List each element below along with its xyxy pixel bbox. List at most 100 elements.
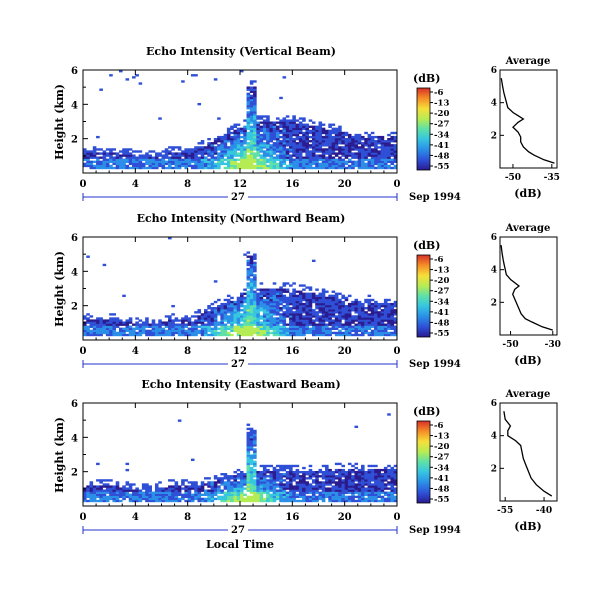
echo-cell — [125, 483, 130, 486]
echo-cell — [246, 309, 251, 312]
echo-cell — [315, 483, 319, 486]
echo-cell — [344, 142, 349, 145]
echo-cell — [315, 325, 319, 328]
echo-cell — [249, 485, 254, 488]
echo-cell — [246, 438, 251, 441]
echo-cell — [226, 315, 231, 318]
echo-cell — [122, 487, 126, 490]
echo-cell — [259, 162, 264, 166]
echo-cell — [367, 294, 372, 298]
echo-cell — [259, 477, 264, 480]
echo-cell — [259, 333, 264, 337]
echo-cell — [311, 481, 316, 484]
echo-cell — [328, 162, 332, 166]
echo-cell — [318, 319, 323, 322]
echo-cell — [370, 131, 375, 135]
echo-cell — [374, 329, 378, 333]
echo-cell — [305, 481, 309, 484]
echo-cell — [374, 302, 378, 306]
echo-cell — [233, 309, 238, 312]
echo-cell — [177, 331, 182, 335]
echo-cell — [354, 485, 359, 488]
echo-cell — [374, 470, 378, 474]
echo-cell — [249, 483, 254, 486]
echo-cell — [269, 133, 274, 137]
average-y-tick-label: 4 — [491, 266, 497, 276]
echo-cell — [289, 133, 293, 137]
echo-cell — [292, 313, 296, 316]
echo-cell — [240, 296, 244, 300]
echo-cell — [230, 485, 234, 488]
echo-cell — [194, 323, 198, 326]
echo-cell — [377, 317, 381, 320]
echo-cell — [243, 321, 247, 324]
echo-cell — [256, 473, 260, 476]
echo-cell — [184, 156, 188, 159]
echo-cell — [96, 331, 100, 335]
echo-cell — [289, 148, 293, 151]
echo-cell — [262, 327, 267, 330]
echo-cell — [96, 462, 100, 466]
echo-cell — [289, 162, 293, 166]
echo-cell — [217, 495, 221, 499]
echo-cell — [347, 307, 352, 310]
echo-cell — [210, 148, 215, 151]
echo-cell — [266, 115, 270, 118]
echo-cell — [236, 298, 241, 302]
echo-cell — [177, 327, 182, 330]
echo-cell — [289, 137, 293, 141]
echo-cell — [292, 152, 296, 155]
y-ticks: 246 — [71, 233, 88, 324]
echo-cell — [86, 491, 90, 494]
echo-cell — [249, 468, 254, 472]
echo-cell — [262, 115, 267, 118]
y-tick-label: 2 — [71, 135, 78, 146]
echo-cell — [240, 152, 244, 155]
echo-cell — [210, 491, 215, 494]
echo-cell — [325, 333, 329, 337]
echo-cell — [112, 148, 117, 151]
echo-cell — [279, 160, 283, 163]
echo-cell — [279, 119, 283, 122]
echo-cell — [125, 158, 130, 161]
echo-cell — [181, 333, 185, 337]
echo-cell — [331, 304, 336, 308]
echo-cell — [266, 117, 270, 120]
echo-cell — [279, 468, 283, 472]
echo-cell — [387, 475, 391, 478]
echo-cell — [145, 154, 149, 157]
echo-cell — [272, 142, 277, 145]
echo-cell — [174, 166, 179, 170]
echo-cell — [259, 309, 264, 312]
echo-cell — [262, 142, 267, 145]
echo-cell — [177, 489, 182, 492]
echo-cell — [377, 146, 381, 149]
echo-cell — [246, 263, 251, 267]
echo-cell — [246, 86, 251, 89]
echo-cell — [210, 144, 215, 147]
echo-cell — [338, 475, 342, 478]
echo-cell — [338, 131, 342, 135]
echo-cell — [253, 158, 257, 161]
echo-cell — [266, 127, 270, 131]
echo-cell — [233, 123, 238, 126]
echo-cell — [295, 485, 300, 488]
echo-cell — [256, 315, 260, 318]
echo-cell — [315, 162, 319, 166]
echo-cell — [357, 475, 362, 478]
echo-cell — [168, 499, 172, 503]
echo-cell — [279, 154, 283, 157]
echo-cell — [86, 154, 90, 157]
echo-cell — [122, 321, 126, 324]
echo-cell — [292, 164, 296, 168]
echo-cell — [226, 307, 231, 310]
echo-cell — [177, 491, 182, 494]
echo-cell — [233, 162, 238, 166]
echo-cell — [305, 298, 309, 302]
echo-cell — [331, 156, 336, 159]
echo-cell — [164, 325, 169, 328]
echo-cell — [102, 152, 107, 155]
echo-cell — [86, 160, 90, 163]
colorbar-tick-label: -34 — [434, 463, 449, 473]
echo-cell — [217, 117, 221, 120]
